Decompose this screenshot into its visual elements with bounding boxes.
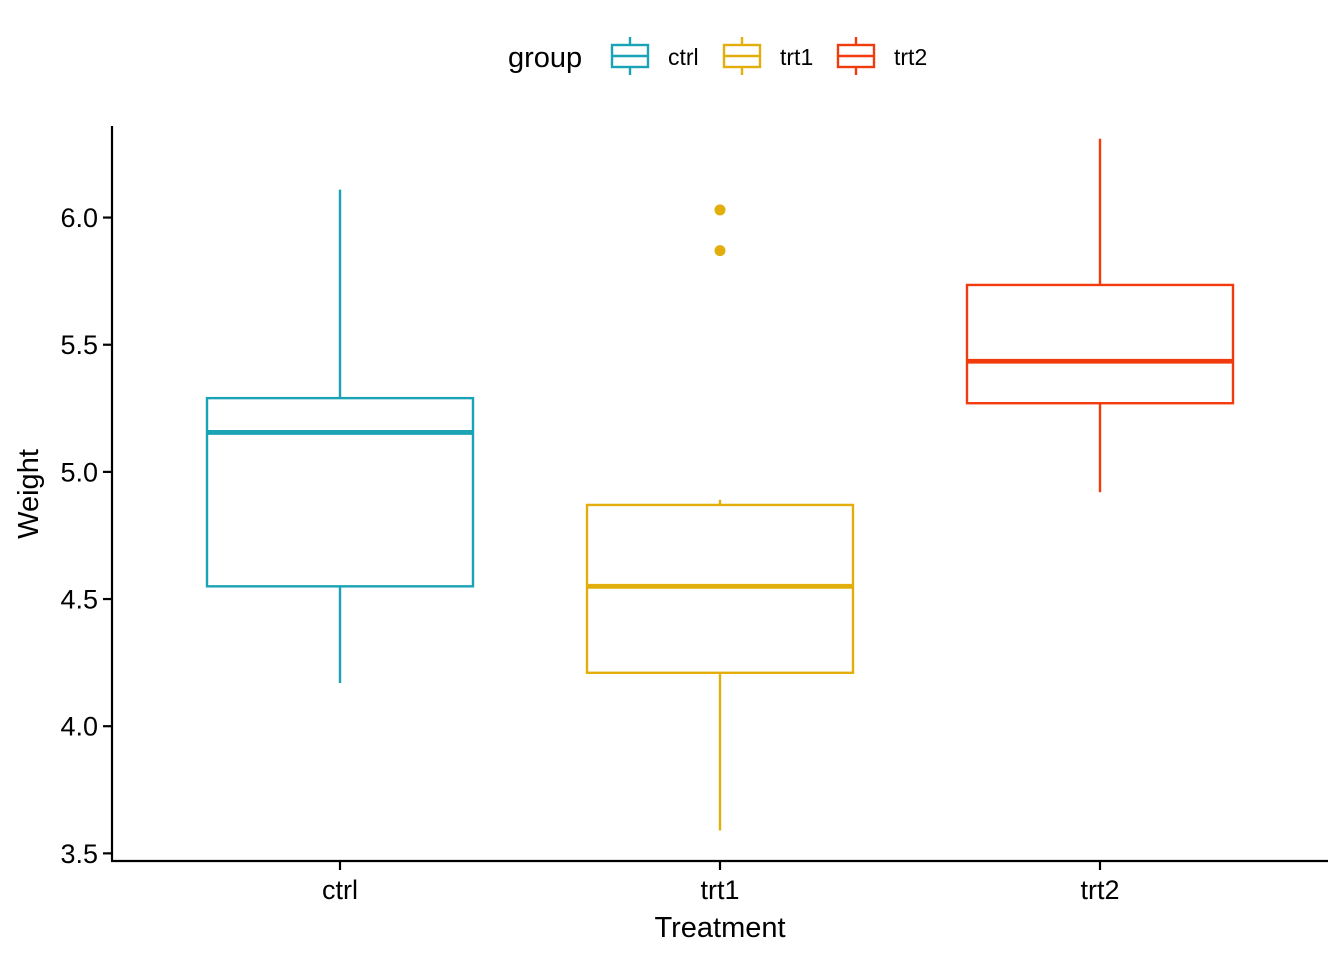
y-axis-title: Weight xyxy=(13,449,45,539)
legend-title: group xyxy=(508,42,582,74)
x-tick-label: trt2 xyxy=(1080,875,1119,905)
legend-label: ctrl xyxy=(668,44,699,70)
y-tick-label: 6.0 xyxy=(60,203,98,233)
x-ticks: ctrl trt1 trt2 xyxy=(322,861,1120,905)
y-tick-label: 5.5 xyxy=(60,330,98,360)
legend-key xyxy=(722,37,762,75)
box-ctrl xyxy=(205,189,475,683)
boxes xyxy=(205,138,1235,831)
box-trt1 xyxy=(585,204,855,831)
legend-entry-trt2: trt2 xyxy=(836,37,927,75)
outlier-point xyxy=(714,204,726,216)
axes: 3.5 4.0 4.5 5.0 5.5 6.0 ctrl trt1 trt2 xyxy=(60,126,1328,905)
legend-entries: ctrl trt1 trt2 xyxy=(610,37,927,75)
legend-label: trt1 xyxy=(780,44,813,70)
y-tick-label: 4.0 xyxy=(60,712,98,742)
legend-key xyxy=(610,37,650,75)
legend-key xyxy=(836,37,876,75)
iqr-box xyxy=(205,396,475,588)
legend-entry-ctrl: ctrl xyxy=(610,37,699,75)
x-tick-label: trt1 xyxy=(700,875,739,905)
x-axis-title: Treatment xyxy=(654,912,785,944)
y-tick-label: 3.5 xyxy=(60,839,98,869)
y-tick-label: 4.5 xyxy=(60,585,98,615)
x-tick-label: ctrl xyxy=(322,875,358,905)
y-ticks: 3.5 4.0 4.5 5.0 5.5 6.0 xyxy=(60,203,112,869)
box-trt2 xyxy=(965,138,1235,493)
legend-entry-trt1: trt1 xyxy=(722,37,813,75)
iqr-box xyxy=(585,503,855,674)
iqr-box xyxy=(965,283,1235,405)
y-tick-label: 5.0 xyxy=(60,457,98,487)
legend-label: trt2 xyxy=(894,44,927,70)
legend: group ctrl trt1 trt2 xyxy=(508,37,927,75)
outlier-point xyxy=(714,245,726,257)
